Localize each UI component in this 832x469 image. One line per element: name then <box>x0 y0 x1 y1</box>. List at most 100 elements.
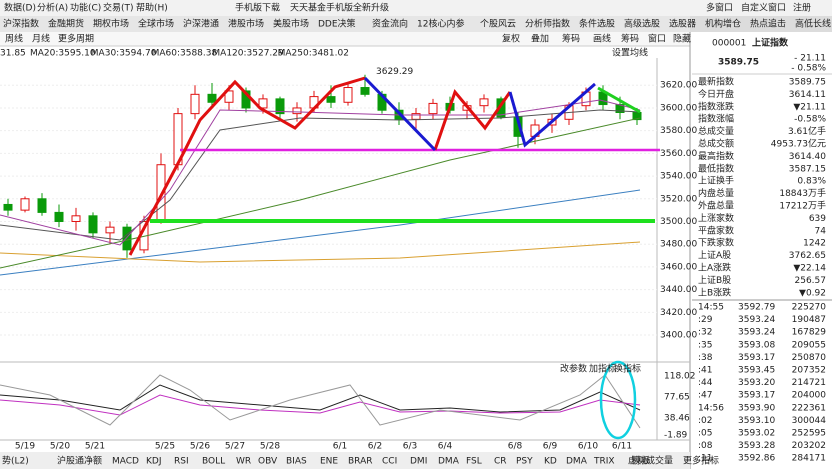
trade-time: :32 <box>698 328 712 338</box>
indicator-tab[interactable]: WR <box>236 457 251 467</box>
menu-item[interactable]: 分析(A) <box>37 2 68 14</box>
trend-line <box>363 76 437 152</box>
indicator-tab[interactable]: BOLL <box>202 457 225 467</box>
indicator-tab[interactable]: DMA <box>566 457 588 467</box>
menu-item[interactable]: 帮助(H) <box>136 2 168 14</box>
tool-button[interactable]: 叠加 <box>531 34 549 45</box>
market-tab[interactable]: 选股器 <box>669 18 696 30</box>
indicator-tab[interactable]: BRAR <box>348 457 372 467</box>
indicator-button[interactable]: 改参数 <box>560 363 587 375</box>
candle-body <box>360 87 370 95</box>
indicator-tab[interactable]: 沪股通净额 <box>57 455 102 467</box>
date-label: 6/4 <box>438 442 453 452</box>
candle-body <box>88 215 98 234</box>
market-tab[interactable]: 期权市场 <box>93 18 129 30</box>
trade-price: 3593.17 <box>738 391 775 401</box>
promo-link[interactable]: 手机版下载 <box>235 2 280 14</box>
trade-price: 3593.24 <box>738 315 775 325</box>
candle-body <box>275 98 285 115</box>
tool-button[interactable]: 筹码 <box>621 33 639 45</box>
tool-button[interactable]: 筹码 <box>562 33 580 45</box>
market-tab[interactable]: DDE决策 <box>318 18 356 30</box>
trade-volume: 190487 <box>792 315 826 325</box>
trade-time: :35 <box>698 340 712 350</box>
trend-line <box>508 82 596 148</box>
indicator-tab[interactable]: RSI <box>174 457 189 467</box>
quote-label: 总成交量 <box>698 125 734 137</box>
indicator-tab[interactable]: FSL <box>466 457 482 467</box>
indicator-tab[interactable]: DMI <box>410 457 427 467</box>
menu-button[interactable]: 多窗口 <box>706 2 733 14</box>
trade-volume: 204000 <box>792 391 827 401</box>
menu-item[interactable]: 数据(D) <box>4 2 36 14</box>
tool-button[interactable]: 隐藏 <box>673 33 691 45</box>
indicator-tab[interactable]: KD <box>544 457 557 467</box>
y-tick-label: 3620.00 <box>660 81 697 91</box>
quote-label: 最新指数 <box>698 76 734 88</box>
indicator-tab[interactable]: 虚拟成交量 <box>628 455 673 467</box>
quote-value: 3.61亿手 <box>788 125 826 137</box>
market-tab[interactable]: 机构增仓 <box>705 18 741 30</box>
market-tab[interactable]: 高低长线 <box>795 18 831 30</box>
tool-button[interactable]: 窗口 <box>648 33 666 45</box>
market-tab[interactable]: 12核心内参 <box>417 18 464 30</box>
y-tick-label: 3460.00 <box>660 262 697 272</box>
market-tab[interactable]: 个股风云 <box>480 19 516 30</box>
trade-price: 3593.24 <box>738 328 775 338</box>
period-button[interactable]: 周线 <box>5 33 23 45</box>
menu-button[interactable]: 注册 <box>793 2 811 14</box>
ma-setting[interactable]: 设置均线 <box>612 47 648 59</box>
market-tab[interactable]: 条件选股 <box>579 18 615 30</box>
indicator-tab[interactable]: PSY <box>516 457 533 467</box>
period-button[interactable]: 月线 <box>32 33 50 45</box>
indicator-button[interactable]: 加指标 <box>589 363 616 375</box>
date-label: 5/20 <box>50 442 70 452</box>
market-tab[interactable]: 分析师指数 <box>525 18 570 30</box>
market-tab[interactable]: 热点追击 <box>750 18 786 30</box>
tool-button[interactable]: 画线 <box>593 33 611 45</box>
market-tab[interactable]: 资金流向 <box>372 18 408 30</box>
indicator-tab[interactable]: CCI <box>382 457 397 467</box>
tool-button[interactable]: 复权 <box>502 33 520 45</box>
y-tick-label: 3560.00 <box>660 149 697 159</box>
candle-body <box>105 226 115 234</box>
indicator-tab[interactable]: MACD <box>112 457 139 467</box>
indicator-tab[interactable]: 势(L2) <box>2 455 29 467</box>
quote-label: 上证换手 <box>698 175 734 187</box>
indicator-tab[interactable]: TRIX <box>593 457 615 467</box>
indicator-tab[interactable]: 模板 <box>632 455 650 467</box>
indicator-tab[interactable]: OBV <box>258 457 278 467</box>
indicator-tab[interactable]: DMA <box>438 457 460 467</box>
market-tab[interactable]: 沪深港通 <box>183 18 219 30</box>
quote-label: 上证A股 <box>698 250 731 261</box>
market-tab[interactable]: 全球市场 <box>138 18 174 30</box>
menu-item[interactable]: 功能(C) <box>70 2 101 14</box>
candle-body <box>20 198 30 211</box>
market-tab[interactable]: 美股市场 <box>273 18 309 30</box>
period-button[interactable]: 更多周期 <box>58 33 94 45</box>
market-tab[interactable]: 高级选股 <box>624 18 660 30</box>
market-tab[interactable]: 港股市场 <box>228 18 264 30</box>
indicator-tab[interactable]: 更多指标 <box>683 455 719 467</box>
promo-link[interactable]: 天天基金手机版全新升级 <box>290 2 389 14</box>
candle-body <box>428 102 438 115</box>
indicator-tab[interactable]: ENE <box>320 457 338 467</box>
indicator-tab[interactable]: BIAS <box>286 457 307 467</box>
menu-button[interactable]: 自定义窗口 <box>741 2 786 14</box>
market-tab[interactable]: 沪深指数 <box>3 18 39 30</box>
indicator-tab[interactable]: CR <box>494 457 507 467</box>
indicator-button[interactable]: 换指标 <box>614 363 641 375</box>
y-tick-label: 3580.00 <box>660 126 697 136</box>
ma-legend: MA30:3594.70 <box>91 49 157 59</box>
highlight-circle <box>599 360 637 440</box>
menu-item[interactable]: 交易(T) <box>103 2 134 14</box>
trade-time: :29 <box>698 315 713 325</box>
trade-volume: 167829 <box>792 328 827 338</box>
trade-price: 3593.28 <box>738 441 775 451</box>
trade-volume: 250870 <box>792 353 827 363</box>
ma-legend: MA250:3481.02 <box>278 49 349 59</box>
date-label: 6/10 <box>578 442 598 452</box>
quote-label: 指数涨跌 <box>698 100 734 112</box>
market-tab[interactable]: 金融期货 <box>48 18 84 30</box>
indicator-tab[interactable]: KDJ <box>146 457 162 467</box>
